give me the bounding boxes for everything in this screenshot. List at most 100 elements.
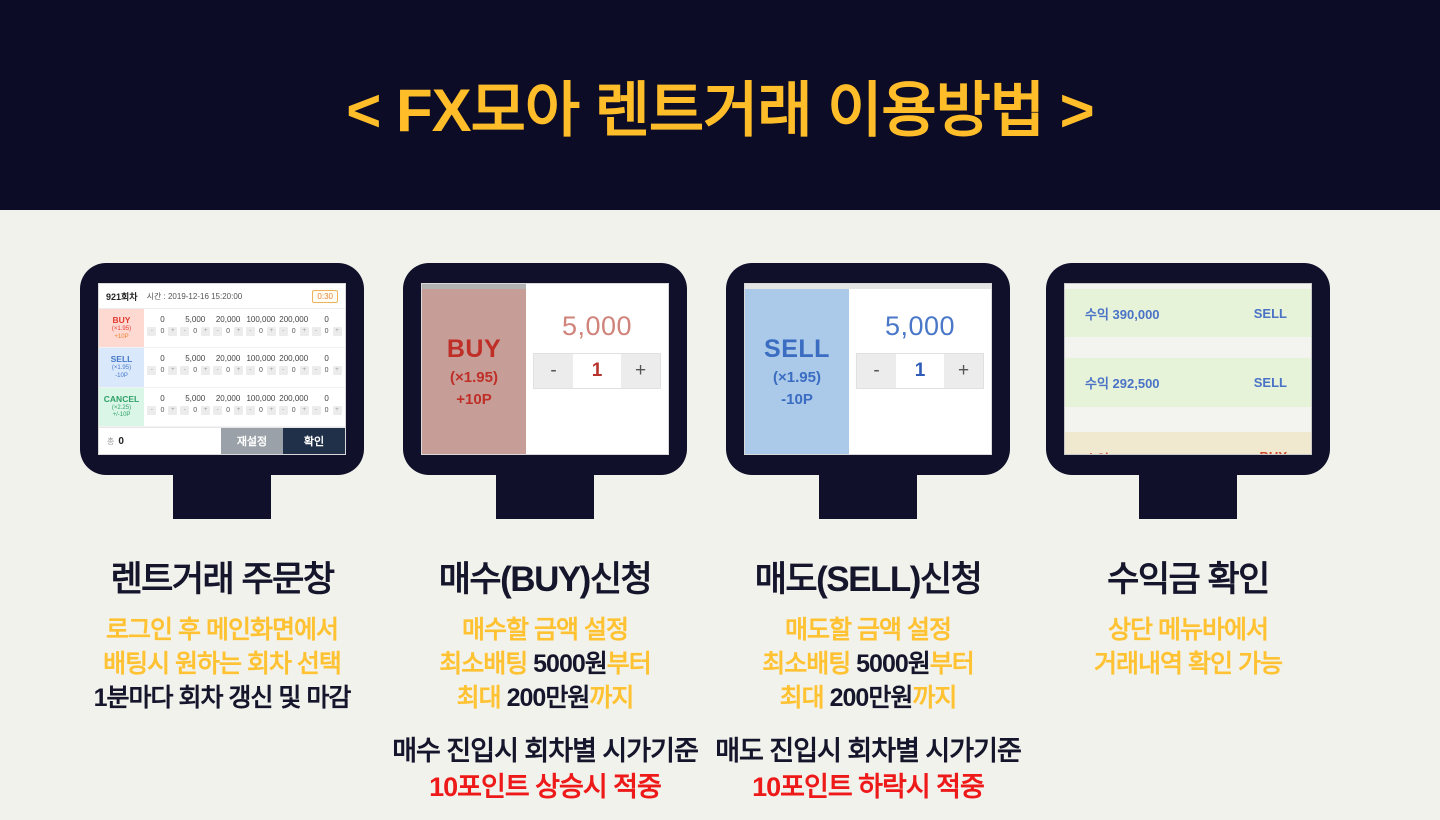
stepper-minus-button[interactable]: -	[245, 405, 255, 415]
stepper-plus-button[interactable]: +	[234, 405, 244, 415]
bet-stepper: -0 +	[244, 405, 277, 415]
bet-stepper: -0 +	[244, 327, 277, 336]
stepper-plus-button[interactable]: +	[168, 327, 178, 336]
bet-stepper: -0 +	[277, 405, 310, 415]
stepper-plus-button[interactable]: +	[168, 405, 178, 415]
stepper-minus-button[interactable]: -	[147, 366, 157, 376]
stepper-minus-button[interactable]: -	[550, 360, 557, 381]
bet-amount-cell: 0-0 +	[146, 315, 179, 347]
stepper-plus-button[interactable]: +	[332, 366, 342, 376]
step-title: 매도(SELL)신청	[754, 560, 983, 599]
stepper-value: 0	[258, 367, 263, 375]
stepper-plus-button[interactable]: +	[299, 327, 309, 336]
stepper-plus-button[interactable]: +	[957, 360, 970, 381]
row-multiplier: (×1.95)	[111, 325, 132, 332]
trade-side: SELL	[1253, 305, 1287, 321]
order-row-cancel: CANCEL (×2.25) +/-10P 0-0 +5,000-0 +20,000-0 +…	[99, 387, 345, 427]
buy-point: +10P	[456, 391, 492, 408]
quantity-stepper: - 1 +	[856, 353, 984, 389]
stepper-value: 0	[193, 328, 198, 335]
bet-amount-header: 0	[324, 393, 329, 403]
order-row-label: SELL (×1.95) -10P	[99, 348, 144, 387]
monitor-frame: 수익 390,000 SELL 수익 292,500 SELL 수익 BUY	[1046, 263, 1330, 475]
profit-amount: 수익	[1085, 449, 1109, 454]
stepper-value: 0	[226, 328, 231, 335]
stepper-plus-button[interactable]: +	[234, 366, 244, 376]
reset-button[interactable]: 재설정	[221, 428, 283, 454]
monitor-stand	[819, 473, 917, 519]
description-line: 배팅시 원하는 회차 선택	[72, 647, 372, 681]
bet-stepper: -0 +	[212, 366, 245, 376]
row-name: BUY	[112, 314, 131, 325]
description-line: 매수할 금액 설정	[395, 613, 695, 647]
stepper-minus-button[interactable]: -	[147, 405, 157, 415]
stepper-value: 0	[226, 406, 231, 414]
description-segment: 부터	[929, 650, 975, 678]
order-row-sell: SELL (×1.95) -10P 0-0 +5,000-0 +20,000-0 +100,…	[99, 348, 345, 388]
stepper-plus-button[interactable]: +	[299, 405, 309, 415]
stepper-minus-button[interactable]: -	[278, 405, 288, 415]
stepper-plus-button[interactable]: +	[266, 405, 276, 415]
countdown-badge: 0:30	[312, 289, 338, 303]
description-segment: 상단 메뉴바에서	[1108, 616, 1269, 644]
stepper-minus-button[interactable]: -	[213, 327, 223, 336]
confirm-button[interactable]: 확인	[283, 428, 345, 454]
bet-stepper: -0 +	[146, 327, 179, 336]
stepper-minus-button[interactable]: -	[245, 327, 255, 336]
bet-stepper: -0 +	[179, 366, 212, 376]
stepper-minus-button[interactable]: -	[213, 405, 223, 415]
stepper-minus-button[interactable]: -	[278, 327, 288, 336]
bet-stepper: -0 +	[277, 327, 310, 336]
stepper-minus-button[interactable]: -	[147, 327, 157, 336]
scrollbar-strip	[745, 284, 991, 289]
stepper-value: 0	[160, 406, 165, 414]
bet-amount-header: 200,000	[279, 393, 309, 403]
stepper-minus-button[interactable]: -	[278, 366, 288, 376]
stepper-value: 0	[291, 328, 296, 335]
stepper-minus-button[interactable]: -	[311, 405, 321, 415]
stepper-value: 0	[193, 406, 198, 414]
stepper-plus-button[interactable]: +	[201, 366, 211, 376]
stepper-minus-button[interactable]: -	[873, 360, 880, 381]
stepper-plus-button[interactable]: +	[634, 360, 647, 381]
stepper-plus-button[interactable]: +	[201, 405, 211, 415]
description-line: 최대 200만원까지	[718, 681, 1018, 715]
stepper-plus-button[interactable]: +	[332, 327, 342, 336]
total-value: 0	[118, 435, 124, 447]
stepper-plus-button[interactable]: +	[266, 366, 276, 376]
footnote-buy: 매수 진입시 회차별 시가기준 10포인트 상승시 적중	[375, 733, 715, 805]
description-segment: 5000원	[533, 650, 608, 678]
stepper-plus-button[interactable]: +	[234, 327, 244, 336]
stepper-minus-button[interactable]: -	[311, 366, 321, 376]
stepper-minus-button[interactable]: -	[180, 405, 190, 415]
stepper-plus-button[interactable]: +	[332, 405, 342, 415]
bet-grid: 0-0 +5,000-0 +20,000-0 +100,000-0 +200,000-0…	[144, 348, 345, 386]
stepper-plus-button[interactable]: +	[266, 327, 276, 336]
description-line: 최대 200만원까지	[395, 681, 695, 715]
stepper-plus-button[interactable]: +	[168, 366, 178, 376]
stepper-value: 0	[324, 367, 329, 375]
sell-panel[interactable]: SELL (×1.95) -10P	[745, 289, 849, 454]
bet-amount: 5,000	[561, 311, 633, 341]
description-segment: 거래내역 확인 가능	[1094, 650, 1283, 678]
stepper-value: 0	[226, 367, 231, 375]
bet-stepper: -0 +	[212, 327, 245, 336]
stepper-minus-button[interactable]: -	[180, 327, 190, 336]
stepper-minus-button[interactable]: -	[180, 366, 190, 376]
order-header: 921회차 시간 : 2019-12-16 15:20:00 0:30	[99, 284, 345, 309]
stepper-minus-button[interactable]: -	[213, 366, 223, 376]
description-line: 최소배팅 5000원부터	[718, 647, 1018, 681]
stepper-plus-button[interactable]: +	[201, 327, 211, 336]
buy-panel[interactable]: BUY (×1.95) +10P	[422, 289, 526, 454]
stepper-minus-button[interactable]: -	[311, 327, 321, 336]
bet-amount-header: 20,000	[215, 393, 241, 403]
stepper-minus-button[interactable]: -	[245, 366, 255, 376]
description-segment: 200만원	[506, 684, 591, 712]
stepper-value: 0	[160, 367, 165, 375]
step-column-profit: 수익 390,000 SELL 수익 292,500 SELL 수익 BUY 수…	[1038, 263, 1338, 681]
monitor-stand	[1139, 473, 1237, 519]
bet-amount-cell: 200,000 -0 +	[277, 394, 310, 426]
monitor-frame: BUY (×1.95) +10P 5,000 - 1 +	[403, 263, 687, 475]
stepper-plus-button[interactable]: +	[299, 366, 309, 376]
